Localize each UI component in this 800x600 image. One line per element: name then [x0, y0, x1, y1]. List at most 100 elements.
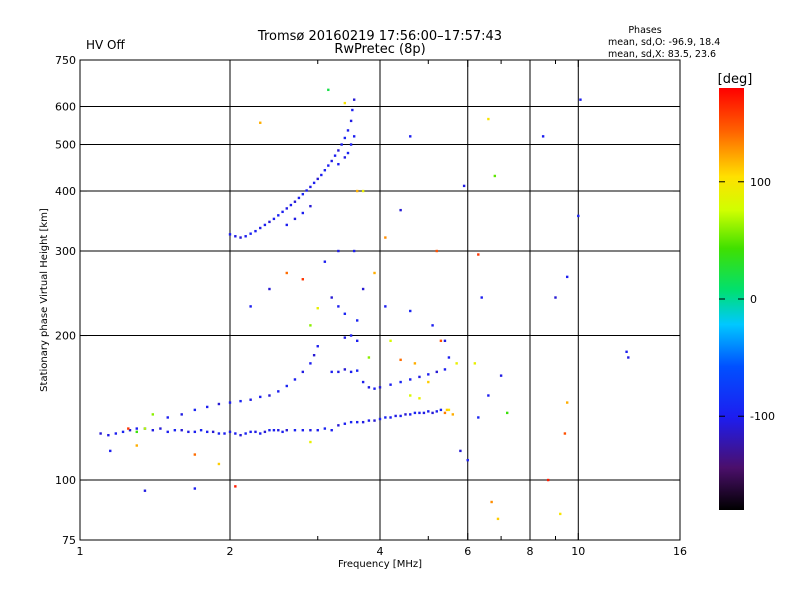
data-point: [316, 429, 319, 432]
colorbar-tick-label: -100: [750, 410, 775, 423]
x-tick-label: 8: [527, 545, 534, 558]
data-point: [361, 420, 365, 424]
data-point: [333, 154, 337, 157]
data-point: [422, 411, 426, 415]
phases-o: mean, sd,O: -96.9, 18.4: [608, 37, 720, 48]
data-point: [349, 370, 353, 374]
data-point: [259, 432, 262, 435]
data-point: [447, 356, 451, 359]
data-point: [143, 427, 147, 430]
data-point: [323, 169, 327, 172]
data-point: [289, 203, 293, 207]
data-point: [281, 210, 284, 214]
data-point: [355, 369, 359, 372]
data-point: [268, 394, 271, 397]
data-point: [447, 408, 451, 412]
data-point: [343, 312, 347, 315]
data-point: [477, 416, 480, 419]
data-point: [355, 420, 359, 424]
data-point: [293, 378, 297, 381]
data-point: [277, 429, 280, 432]
data-point: [166, 430, 169, 434]
data-point: [239, 399, 242, 403]
data-point: [239, 236, 242, 239]
data-point: [337, 424, 340, 427]
data-point: [337, 305, 340, 308]
chart-title: Tromsø 20160219 17:56:00–17:57:43: [257, 29, 502, 44]
data-point: [254, 430, 257, 434]
data-point: [399, 208, 402, 212]
y-tick-label: 100: [55, 474, 76, 487]
data-point: [309, 362, 312, 365]
data-point: [409, 394, 412, 397]
data-point: [301, 370, 305, 374]
data-point: [234, 485, 237, 488]
data-point: [268, 220, 271, 224]
data-point: [228, 401, 232, 404]
data-point: [577, 214, 580, 218]
data-point: [439, 408, 443, 412]
data-point: [389, 339, 392, 343]
x-tick-label: 16: [673, 545, 687, 558]
data-point: [234, 432, 237, 435]
data-point: [367, 386, 371, 389]
data-point: [135, 444, 138, 447]
data-point: [435, 370, 438, 374]
colorbar-tick-label: 100: [750, 176, 771, 189]
data-point: [413, 411, 417, 415]
data-point: [180, 413, 183, 416]
data-point: [330, 429, 333, 432]
data-point: [272, 217, 276, 221]
plot-area: [80, 60, 680, 540]
y-tick-label: 600: [55, 101, 76, 114]
data-point: [301, 192, 305, 196]
data-point: [439, 339, 443, 343]
data-point: [343, 336, 347, 339]
data-point: [378, 386, 382, 389]
data-point: [114, 432, 118, 435]
data-point: [337, 249, 340, 253]
data-point: [404, 413, 407, 416]
data-point: [228, 430, 232, 434]
data-point: [249, 398, 252, 401]
x-tick-label: 1: [77, 545, 84, 558]
data-point: [285, 429, 288, 432]
data-point: [128, 429, 132, 432]
data-point: [361, 380, 365, 384]
data-point: [394, 414, 397, 418]
data-point: [297, 196, 301, 200]
data-point: [546, 478, 550, 482]
data-point: [259, 226, 262, 230]
data-point: [293, 200, 297, 203]
data-point: [166, 416, 169, 419]
data-point: [244, 432, 247, 435]
data-point: [352, 98, 356, 101]
data-point: [427, 373, 430, 376]
data-point: [493, 174, 497, 178]
data-point: [462, 184, 466, 188]
data-point: [343, 422, 347, 425]
data-point: [187, 430, 190, 434]
data-point: [337, 162, 340, 166]
data-point: [249, 232, 252, 235]
x-tick-label: 4: [377, 545, 384, 558]
data-point: [285, 207, 288, 210]
data-point: [151, 429, 155, 432]
data-point: [205, 430, 209, 434]
y-tick-label: 500: [55, 139, 76, 152]
data-point: [443, 411, 447, 415]
data-point: [435, 410, 438, 413]
data-point: [355, 189, 359, 193]
data-point: [249, 430, 252, 434]
x-tick-label: 6: [464, 545, 471, 558]
data-point: [343, 156, 347, 159]
data-point: [312, 181, 316, 185]
data-point: [409, 309, 412, 313]
data-point: [435, 249, 438, 253]
data-point: [349, 143, 353, 146]
data-point: [135, 427, 138, 430]
data-point: [312, 353, 316, 357]
data-point: [477, 253, 480, 256]
data-point: [563, 432, 567, 435]
data-point: [389, 416, 392, 419]
